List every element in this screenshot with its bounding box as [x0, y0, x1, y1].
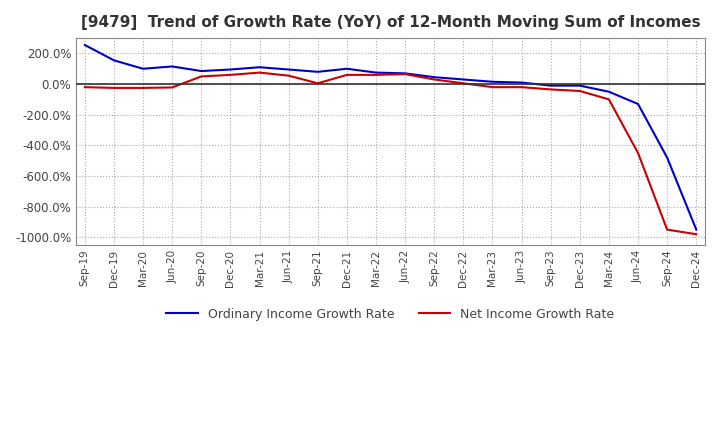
Net Income Growth Rate — [605, 97, 613, 102]
Net Income Growth Rate — [284, 73, 293, 78]
Net Income Growth Rate — [139, 85, 148, 91]
Ordinary Income Growth Rate — [546, 83, 555, 88]
Ordinary Income Growth Rate — [692, 227, 701, 232]
Net Income Growth Rate — [401, 71, 410, 77]
Line: Ordinary Income Growth Rate: Ordinary Income Growth Rate — [85, 45, 696, 230]
Ordinary Income Growth Rate — [634, 101, 642, 106]
Net Income Growth Rate — [488, 84, 497, 90]
Net Income Growth Rate — [197, 74, 206, 79]
Net Income Growth Rate — [546, 87, 555, 92]
Ordinary Income Growth Rate — [575, 83, 584, 88]
Ordinary Income Growth Rate — [663, 155, 672, 160]
Net Income Growth Rate — [168, 85, 176, 90]
Ordinary Income Growth Rate — [284, 67, 293, 72]
Net Income Growth Rate — [517, 84, 526, 90]
Ordinary Income Growth Rate — [81, 42, 89, 48]
Net Income Growth Rate — [109, 85, 118, 91]
Net Income Growth Rate — [226, 72, 235, 77]
Net Income Growth Rate — [313, 81, 322, 86]
Ordinary Income Growth Rate — [255, 65, 264, 70]
Net Income Growth Rate — [663, 227, 672, 232]
Net Income Growth Rate — [634, 150, 642, 156]
Ordinary Income Growth Rate — [517, 80, 526, 85]
Ordinary Income Growth Rate — [372, 70, 380, 75]
Net Income Growth Rate — [372, 72, 380, 77]
Ordinary Income Growth Rate — [430, 74, 438, 80]
Net Income Growth Rate — [575, 88, 584, 94]
Legend: Ordinary Income Growth Rate, Net Income Growth Rate: Ordinary Income Growth Rate, Net Income … — [161, 303, 620, 326]
Ordinary Income Growth Rate — [226, 67, 235, 72]
Title: [9479]  Trend of Growth Rate (YoY) of 12-Month Moving Sum of Incomes: [9479] Trend of Growth Rate (YoY) of 12-… — [81, 15, 701, 30]
Net Income Growth Rate — [430, 77, 438, 82]
Ordinary Income Growth Rate — [605, 89, 613, 94]
Ordinary Income Growth Rate — [343, 66, 351, 71]
Ordinary Income Growth Rate — [488, 79, 497, 84]
Line: Net Income Growth Rate: Net Income Growth Rate — [85, 73, 696, 234]
Ordinary Income Growth Rate — [313, 69, 322, 74]
Net Income Growth Rate — [81, 84, 89, 90]
Ordinary Income Growth Rate — [139, 66, 148, 71]
Ordinary Income Growth Rate — [459, 77, 468, 82]
Net Income Growth Rate — [692, 231, 701, 237]
Ordinary Income Growth Rate — [109, 58, 118, 63]
Ordinary Income Growth Rate — [168, 64, 176, 69]
Net Income Growth Rate — [255, 70, 264, 75]
Net Income Growth Rate — [343, 72, 351, 77]
Ordinary Income Growth Rate — [197, 68, 206, 73]
Ordinary Income Growth Rate — [401, 71, 410, 76]
Net Income Growth Rate — [459, 81, 468, 86]
